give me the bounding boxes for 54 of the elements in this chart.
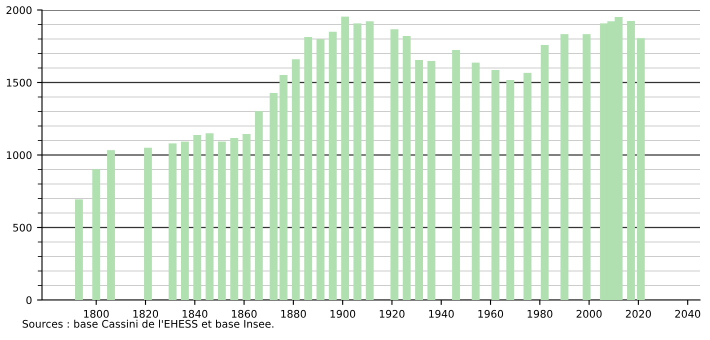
x-tick-label: 1960 — [478, 310, 504, 318]
bar — [560, 34, 568, 300]
bar — [540, 44, 549, 300]
bar — [452, 50, 460, 300]
x-tick-label: 1840 — [182, 310, 208, 318]
x-tick-label: 1860 — [232, 310, 257, 318]
x-tick-label: 1880 — [281, 310, 306, 318]
bar — [168, 143, 177, 300]
x-tick-label: 2000 — [576, 310, 602, 318]
bar — [427, 61, 436, 300]
bar — [524, 72, 532, 300]
bar — [341, 16, 350, 300]
bar — [144, 148, 152, 300]
x-tick-label: 1920 — [380, 310, 405, 318]
bar — [506, 80, 514, 300]
bar — [582, 34, 591, 300]
y-tick-label: 0 — [26, 296, 32, 304]
source-note: Sources : base Cassini de l'EHESS et base Insee. — [22, 320, 274, 328]
bar — [636, 38, 645, 300]
y-tick-label: 1000 — [6, 151, 32, 160]
y-tick-label: 500 — [13, 224, 32, 232]
bar — [472, 62, 480, 300]
bar — [316, 39, 324, 300]
y-tick-label: 1500 — [6, 78, 32, 87]
bar — [328, 32, 337, 300]
x-tick-label: 1940 — [429, 310, 454, 318]
bar — [180, 142, 189, 300]
bar — [230, 138, 238, 300]
bar — [193, 134, 202, 300]
x-tick-label: 2020 — [626, 310, 651, 318]
bar — [402, 36, 411, 300]
x-tick-label: 1800 — [84, 310, 109, 318]
x-tick-label: 1980 — [528, 310, 552, 318]
bar — [627, 21, 635, 300]
bar — [292, 59, 300, 300]
y-tick-label: 2000 — [6, 6, 32, 14]
x-tick-label: 1900 — [330, 310, 356, 318]
bar — [242, 134, 250, 300]
bar — [492, 70, 500, 300]
bar — [206, 133, 214, 300]
bar — [280, 74, 288, 300]
bar — [415, 60, 423, 300]
bar — [354, 23, 362, 300]
bar — [75, 199, 83, 300]
bar — [107, 150, 115, 300]
bar — [92, 169, 100, 300]
bar — [254, 111, 263, 300]
x-tick-label: 1820 — [133, 310, 158, 318]
bar — [218, 142, 226, 300]
bar — [304, 36, 312, 300]
x-tick-label: 2040 — [675, 310, 700, 318]
bar — [366, 21, 374, 300]
bar — [390, 29, 398, 300]
bar — [270, 92, 278, 300]
